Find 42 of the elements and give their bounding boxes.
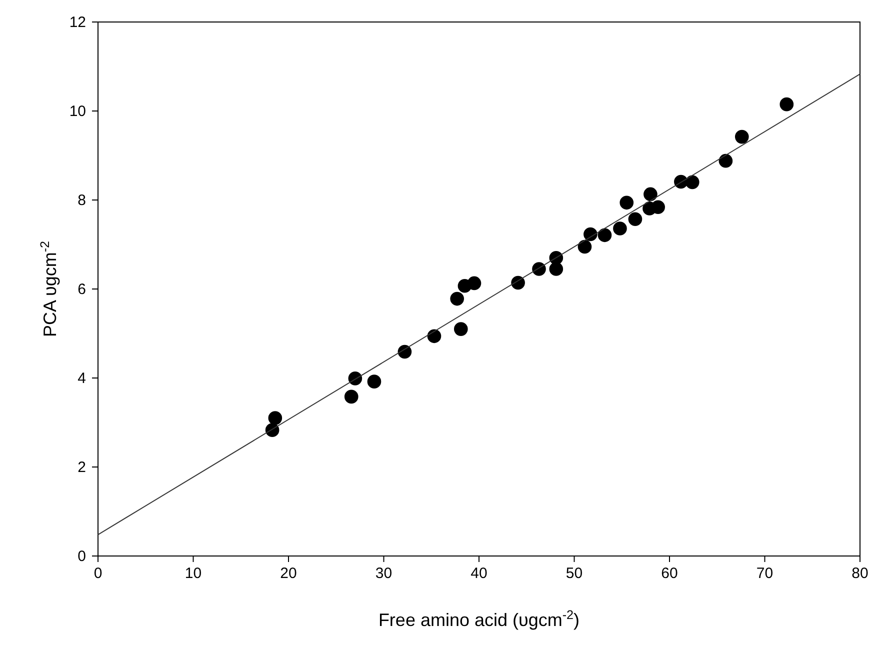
point: [685, 175, 700, 190]
x-tick-label: 60: [661, 565, 678, 582]
point: [427, 329, 442, 344]
x-tick-label: 50: [566, 565, 583, 582]
point: [780, 97, 794, 112]
point: [268, 411, 282, 425]
y-tick-label: 8: [78, 192, 86, 209]
point: [450, 292, 464, 306]
y-tick-label: 10: [69, 103, 86, 120]
y-tick-label: 12: [69, 14, 86, 31]
point: [578, 240, 592, 254]
point: [651, 200, 665, 214]
point: [398, 344, 412, 359]
point: [511, 276, 525, 290]
y-tick-label: 0: [78, 548, 86, 565]
point: [265, 423, 280, 437]
point: [454, 322, 468, 336]
point: [620, 196, 634, 210]
point: [348, 372, 362, 386]
x-tick-label: 70: [756, 565, 774, 582]
x-tick-label: 40: [470, 565, 488, 582]
point: [344, 390, 358, 404]
x-axis-title: Free amino acid (υgcm$^{-2}$): [378, 608, 580, 630]
point: [718, 154, 733, 168]
x-tick-label: 80: [852, 565, 868, 582]
y-tick-label: 6: [78, 281, 86, 298]
point: [613, 222, 627, 236]
point: [532, 262, 546, 276]
point: [628, 212, 642, 226]
point: [644, 187, 658, 202]
point: [367, 374, 382, 388]
point: [598, 228, 612, 242]
point: [549, 262, 564, 276]
point: [584, 227, 598, 242]
x-tick-label: 20: [280, 565, 297, 582]
x-tick-label: 30: [375, 565, 392, 582]
y-tick-label: 4: [78, 370, 86, 387]
x-tick-label: 10: [184, 565, 202, 582]
point: [467, 276, 482, 290]
point: [734, 130, 749, 144]
y-tick-label: 2: [78, 459, 86, 476]
x-tick-label: 0: [94, 565, 102, 582]
